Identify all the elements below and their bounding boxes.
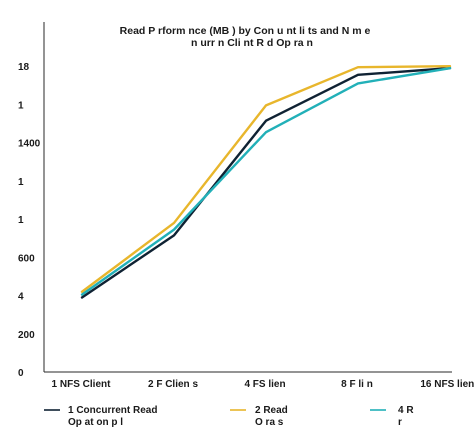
chart-title-line: n urr n Cli nt R d Op ra n	[191, 37, 313, 49]
x-tick-label: 8 F li n	[341, 379, 373, 390]
legend-label-2: O ra s	[255, 417, 284, 428]
y-tick-label: 600	[18, 253, 35, 264]
y-tick-label: 1	[18, 215, 24, 226]
series-line-3	[80, 66, 452, 296]
y-tick-label: 200	[18, 330, 35, 341]
chart-title: Read P rform nce (MB ) by Con u nt li ts…	[120, 25, 371, 49]
legend-label-1: 1 Concurrent Read	[68, 405, 157, 416]
axes	[43, 22, 452, 373]
legend-label-3: r	[398, 417, 402, 428]
x-tick-label: 4 FS lien	[244, 379, 285, 390]
y-tick-label: 4	[18, 292, 24, 303]
x-tick-label: 16 NFS lient	[420, 379, 474, 390]
y-tick-label: 1	[18, 177, 24, 188]
x-tick-label: 1 NFS Client	[52, 379, 112, 390]
y-tick-label: 0	[18, 368, 24, 379]
legend-label-3: 4 R	[398, 405, 414, 416]
legend-label-1: Op at on p l	[68, 417, 123, 428]
legend-label-2: 2 Read	[255, 405, 288, 416]
y-tick-label: 18	[18, 62, 30, 73]
series-line-2	[80, 65, 452, 293]
series-lines	[80, 65, 452, 299]
x-axis-ticks: 1 NFS Client 2 F Clien s 4 FS lien 8 F li n…	[52, 379, 474, 390]
y-axis-ticks: 0 200 4 600 1 1 1400 1 18	[18, 62, 41, 379]
y-tick-label: 1	[18, 100, 24, 111]
series-line-1	[80, 66, 452, 299]
x-tick-label: 2 F Clien s	[148, 379, 198, 390]
y-tick-label: 1400	[18, 139, 41, 150]
chart-title-line: Read P rform nce (MB ) by Con u nt li ts…	[120, 25, 371, 37]
